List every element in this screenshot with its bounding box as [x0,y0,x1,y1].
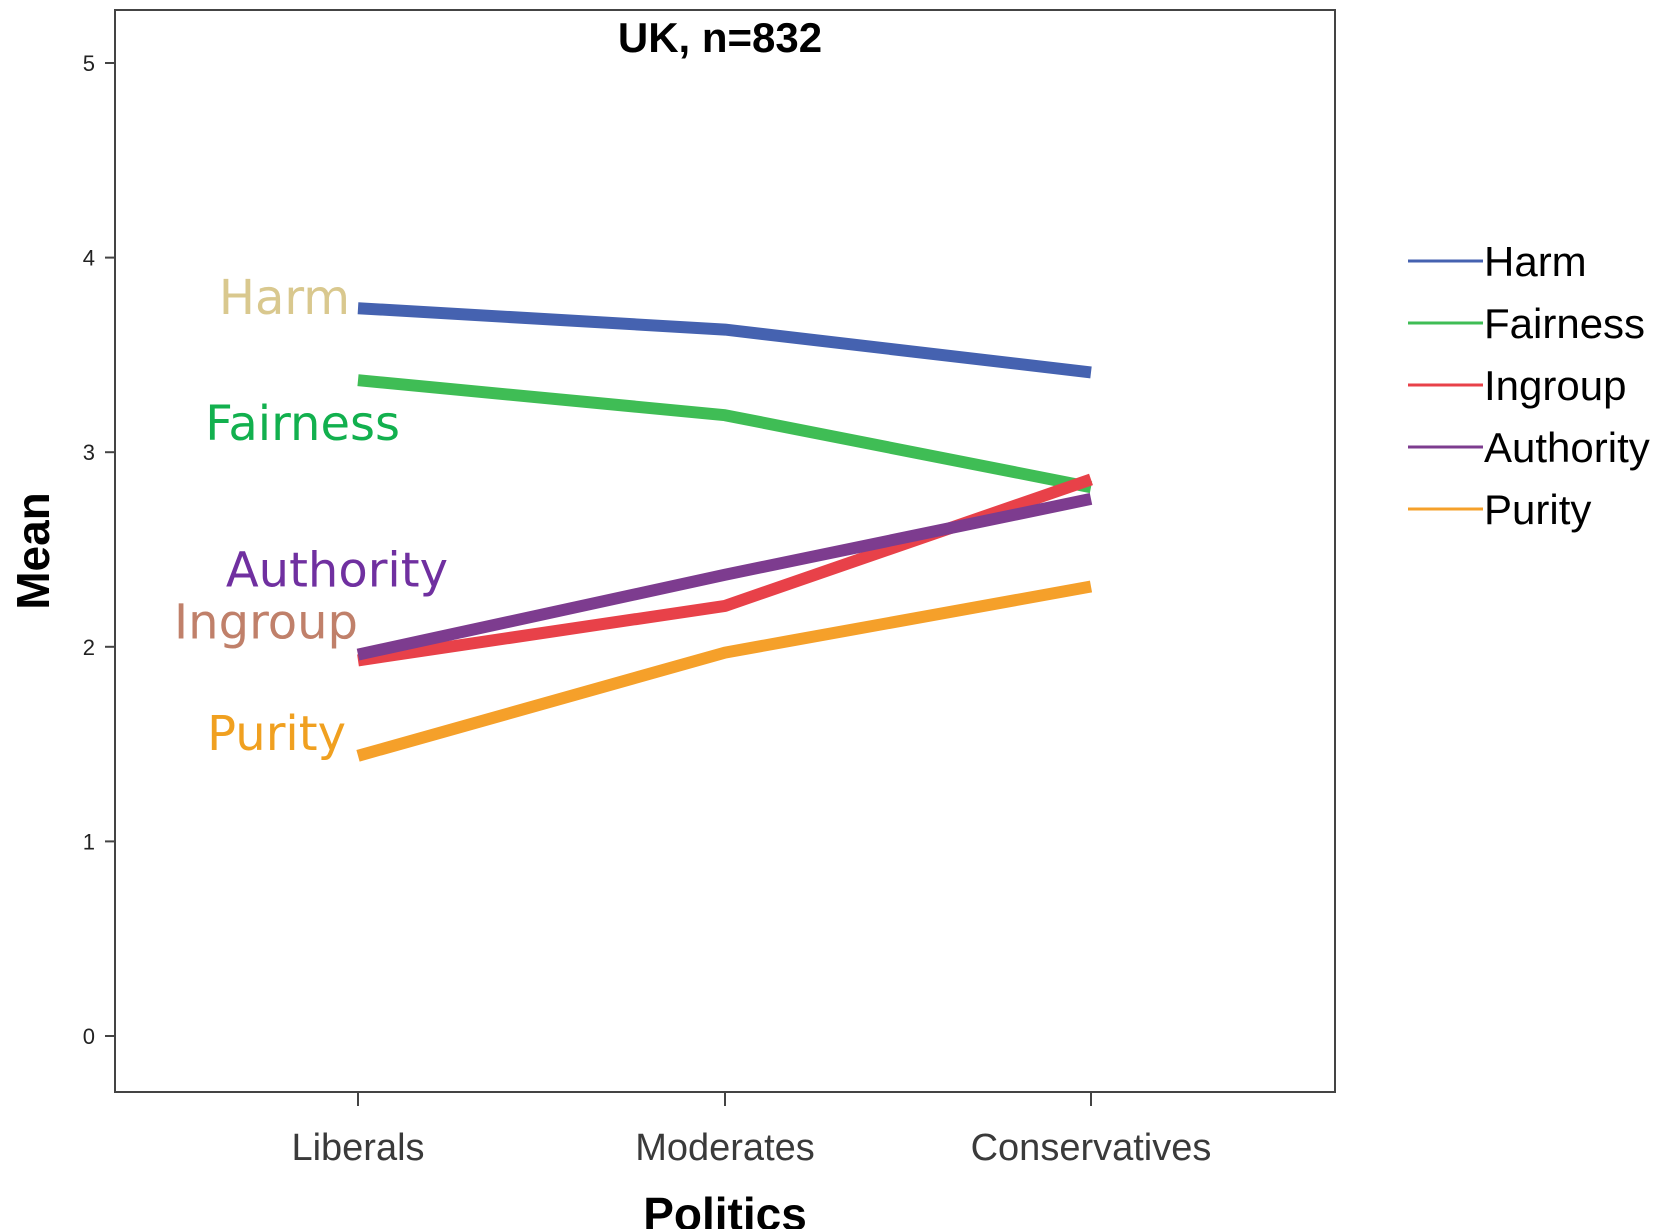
series-line-authority [356,493,1093,661]
annotation-purity: Purity [207,706,346,762]
legend-label-purity: Purity [1484,486,1591,533]
y-tick-label: 5 [83,51,95,76]
annotation-authority: Authority [226,543,448,599]
y-tick-label: 4 [83,246,95,271]
legend-label-harm: Harm [1484,238,1587,285]
y-tick-label: 1 [83,829,95,854]
y-axis-title: Mean [7,492,59,610]
annotation-fairness: Fairness [205,396,400,452]
annotation-ingroup: Ingroup [174,594,358,650]
legend-label-authority: Authority [1484,424,1650,471]
annotation-harm: Harm [219,270,350,326]
chart-title: UK, n=832 [618,14,822,61]
x-axis: Liberals Moderates Conservatives [291,1092,1211,1169]
y-tick-label: 2 [83,635,95,660]
series-line-purity [356,580,1093,762]
x-category-label: Liberals [291,1127,424,1169]
x-axis-title: Politics [643,1188,807,1229]
legend-label-ingroup: Ingroup [1484,362,1626,409]
x-category-label: Conservatives [971,1127,1212,1169]
legend: Harm Fairness Ingroup Authority Purity [1408,238,1650,533]
x-category-label: Moderates [635,1127,815,1169]
y-tick-label: 3 [83,440,95,465]
series-lines [356,302,1093,762]
y-tick-label: 0 [83,1024,95,1049]
series-line-fairness [357,374,1093,494]
y-axis: 0 1 2 3 4 5 [83,51,115,1049]
series-line-harm [357,302,1092,379]
legend-label-fairness: Fairness [1484,300,1645,347]
